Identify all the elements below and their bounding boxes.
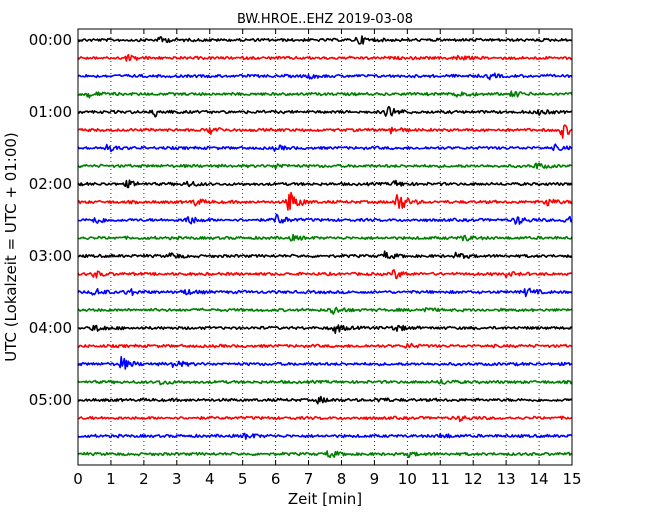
y-tick-label: 02:00 <box>29 175 72 193</box>
trace-line <box>77 191 573 211</box>
y-axis-ticks: 00:00 01:00 02:00 03:00 04:00 05:00 <box>29 31 572 409</box>
trace-line <box>77 233 573 242</box>
x-tick-label: 15 <box>562 470 581 488</box>
trace-line <box>77 306 573 315</box>
trace-line <box>77 250 572 260</box>
y-axis-label: UTC (Lokalzeit = UTC + 01:00) <box>2 132 20 362</box>
x-tick-label: 13 <box>497 470 516 488</box>
trace-line <box>77 213 573 225</box>
x-axis-label: Zeit [min] <box>288 490 362 508</box>
y-tick-label: 00:00 <box>29 31 72 49</box>
trace-line <box>77 124 573 139</box>
x-tick-label: 0 <box>73 470 83 488</box>
trace-line <box>77 395 572 405</box>
x-tick-label: 8 <box>337 470 347 488</box>
x-tick-label: 1 <box>106 470 116 488</box>
x-tick-label: 5 <box>238 470 248 488</box>
x-axis-ticks: 0 1 2 3 4 5 6 7 8 9 10 11 12 13 14 15 <box>73 29 582 488</box>
trace-lines <box>77 35 573 459</box>
x-tick-label: 9 <box>370 470 380 488</box>
x-tick-label: 11 <box>431 470 450 488</box>
trace-line <box>77 269 573 280</box>
trace-line <box>77 143 573 153</box>
x-tick-label: 12 <box>464 470 483 488</box>
x-tick-label: 10 <box>398 470 417 488</box>
x-tick-label: 2 <box>139 470 149 488</box>
x-tick-label: 6 <box>271 470 281 488</box>
trace-line <box>77 432 573 440</box>
trace-line <box>77 90 573 99</box>
chart-title: BW.HROE..EHZ 2019-03-08 <box>237 12 413 27</box>
trace-line <box>77 287 573 298</box>
trace-line <box>77 450 573 459</box>
trace-line <box>77 162 572 170</box>
trace-line <box>77 324 573 334</box>
trace-line <box>77 342 573 349</box>
trace-line <box>77 35 573 45</box>
y-tick-label: 05:00 <box>29 391 72 409</box>
trace-line <box>77 378 573 386</box>
trace-line <box>77 54 573 62</box>
x-tick-label: 3 <box>172 470 182 488</box>
y-tick-label: 03:00 <box>29 247 72 265</box>
plot-frame <box>77 28 573 466</box>
vertical-grid <box>110 29 540 465</box>
x-tick-label: 14 <box>530 470 549 488</box>
trace-line <box>77 415 572 423</box>
trace-line <box>77 356 573 370</box>
y-tick-label: 04:00 <box>29 319 72 337</box>
x-tick-label: 7 <box>304 470 314 488</box>
trace-line <box>77 72 573 81</box>
y-tick-label: 01:00 <box>29 103 72 121</box>
x-tick-label: 4 <box>205 470 215 488</box>
trace-line <box>77 179 573 189</box>
trace-line <box>77 105 573 118</box>
